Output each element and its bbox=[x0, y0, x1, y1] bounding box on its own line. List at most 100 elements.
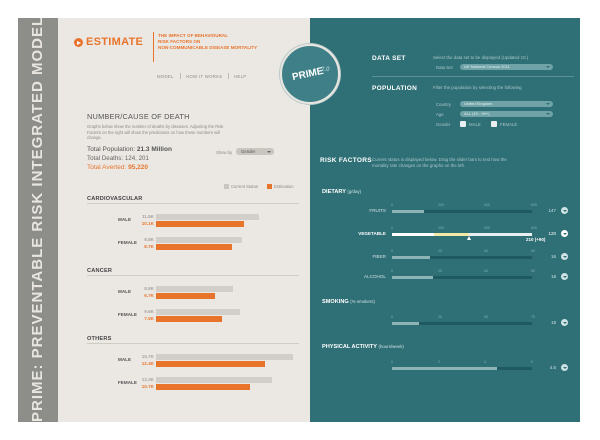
dietary-title: DIETARY (g/day) bbox=[322, 189, 361, 195]
chart-bar-current bbox=[156, 214, 259, 220]
activity-slider-fill bbox=[392, 367, 497, 370]
smoking-slider-tick-label: 75 bbox=[531, 315, 535, 319]
fiber-slider-tick-label: 0 bbox=[391, 249, 393, 253]
vegetable-slider-label: VEGETABLE bbox=[358, 231, 386, 236]
chart-row-label: MALE bbox=[118, 217, 132, 222]
fruits-slider-chevron-down-icon[interactable] bbox=[561, 207, 568, 214]
nav-help[interactable]: HELP bbox=[234, 74, 247, 79]
risk-factors-description: Current status is displayed below. Drag … bbox=[372, 157, 572, 168]
smoking-slider-chevron-down-icon[interactable] bbox=[561, 319, 568, 326]
show-by-label: Show by bbox=[216, 150, 233, 155]
alcohol-slider-fill bbox=[392, 276, 433, 279]
logo-version: 2.0 bbox=[321, 67, 330, 73]
alcohol-slider-value: 18 bbox=[550, 274, 556, 279]
tagline-line-3: NON-COMMUNICABLE DISEASE MORTALITY bbox=[158, 45, 258, 50]
chart-estimation-label: 10.1K bbox=[141, 221, 154, 226]
app-frame: PRIME: PREVENTABLE RISK INTEGRATED MODEL… bbox=[18, 18, 580, 422]
fiber-slider-tick-label: 20 bbox=[438, 249, 442, 253]
nav-divider bbox=[180, 73, 181, 79]
male-checkbox[interactable] bbox=[460, 121, 466, 127]
chart-row-label: FEMALE bbox=[118, 380, 137, 385]
total-deaths: Total Deaths: 124, 201 bbox=[87, 155, 149, 162]
chart-group-title: OTHERS bbox=[87, 336, 112, 342]
age-select[interactable]: ALL (15 - 99+) bbox=[460, 111, 553, 117]
brand-name[interactable]: ESTIMATE bbox=[86, 36, 144, 48]
total-population-label: Total Population: bbox=[87, 146, 136, 153]
alcohol-slider-label: ALCOHOL bbox=[364, 274, 386, 279]
brand-divider bbox=[153, 32, 154, 62]
activity-slider-tick-label: 6 bbox=[531, 360, 533, 364]
vegetable-slider-new-value: 210 (+90) bbox=[526, 237, 546, 242]
risk-description-line-2: mortality rate changes on the graphs on … bbox=[372, 162, 465, 168]
chart-bar-current bbox=[156, 309, 240, 315]
total-population: Total Population: 21.3 Million bbox=[87, 146, 172, 153]
legend-current: Current Status bbox=[231, 184, 258, 189]
population-description: Filter the population by selecting the f… bbox=[433, 85, 522, 90]
chart-bar-estimation bbox=[156, 361, 265, 367]
chart-bar-estimation bbox=[156, 293, 215, 299]
total-population-value: 21.3 Million bbox=[136, 146, 172, 153]
total-deaths-label: Total Deaths: bbox=[87, 155, 124, 162]
deaths-description-line-2: Factors on the right will show the predi… bbox=[87, 129, 220, 135]
chart-current-label: 9.8K bbox=[144, 237, 154, 242]
risk-factors-title: RISK FACTORS bbox=[320, 157, 372, 164]
fruits-slider-tick-label: 400 bbox=[484, 203, 490, 207]
female-label: FEMALE bbox=[500, 122, 518, 127]
fruits-slider-tick-label: 600 bbox=[531, 203, 537, 207]
show-by-select[interactable]: Gender bbox=[236, 148, 274, 155]
smoking-slider-value: 19 bbox=[550, 320, 556, 325]
chart-bar-current bbox=[156, 237, 242, 243]
activity-label: PHYSICAL ACTIVITY bbox=[322, 344, 377, 350]
country-select[interactable]: United Kingdom bbox=[460, 101, 553, 107]
nav-model[interactable]: MODEL bbox=[157, 74, 174, 79]
gender-label: Gender bbox=[436, 122, 451, 127]
legend-estimation-swatch bbox=[267, 184, 272, 189]
controls-panel: DATA SET Select the data set to be displ… bbox=[310, 18, 580, 422]
total-averted: Total Averted: 95,220 bbox=[87, 164, 148, 171]
total-averted-value: 95,220 bbox=[128, 164, 148, 171]
chart-bar-current bbox=[156, 286, 233, 292]
logo-word: PRIME bbox=[291, 65, 325, 84]
fruits-slider-fill bbox=[392, 210, 424, 213]
chart-current-label: 15.7K bbox=[141, 354, 154, 359]
dataset-select[interactable]: UK National Census 2011 bbox=[460, 64, 553, 70]
chart-row-label: FEMALE bbox=[118, 312, 137, 317]
fiber-slider-track[interactable] bbox=[392, 256, 532, 259]
activity-title: PHYSICAL ACTIVITY (hours/week) bbox=[322, 344, 404, 350]
fruits-slider-track[interactable] bbox=[392, 210, 532, 213]
alcohol-slider-chevron-down-icon[interactable] bbox=[561, 273, 568, 280]
chart-row-label: FEMALE bbox=[118, 240, 137, 245]
fiber-slider-tick-label: 40 bbox=[484, 249, 488, 253]
chart-bar-current bbox=[156, 354, 293, 360]
chart-row-label: MALE bbox=[118, 357, 132, 362]
vegetable-slider-chevron-down-icon[interactable] bbox=[561, 230, 568, 237]
age-label: Age bbox=[436, 112, 444, 117]
vegetable-slider-fill bbox=[392, 233, 434, 236]
chart-bar-estimation bbox=[156, 384, 250, 390]
female-checkbox[interactable] bbox=[491, 121, 497, 127]
country-label: Country bbox=[436, 102, 452, 107]
fiber-slider-chevron-down-icon[interactable] bbox=[561, 253, 568, 260]
chart-bar-estimation bbox=[156, 316, 222, 322]
chart-group-title: CARDIOVASCULAR bbox=[87, 196, 143, 202]
chart-current-label: 11.8K bbox=[141, 214, 154, 219]
deaths-description-line-3: change. bbox=[87, 135, 102, 140]
alcohol-slider-tick-label: 0 bbox=[391, 269, 393, 273]
fiber-slider-label: FIBER bbox=[372, 254, 386, 259]
arrow-right-icon bbox=[74, 38, 83, 47]
dietary-label: DIETARY bbox=[322, 189, 346, 195]
side-banner-title: PRIME: PREVENTABLE RISK INTEGRATED MODEL bbox=[29, 18, 46, 422]
male-label: MALE bbox=[469, 122, 481, 127]
chart-row-label: MALE bbox=[118, 289, 132, 294]
vegetable-slider-tick-label: 400 bbox=[484, 226, 490, 230]
smoking-slider-tick-label: 50 bbox=[484, 315, 488, 319]
vegetable-slider-handle[interactable] bbox=[467, 236, 471, 240]
nav-how-it-works[interactable]: HOW IT WORKS bbox=[186, 74, 223, 79]
alcohol-slider-track[interactable] bbox=[392, 276, 532, 279]
chart-current-label: 13.3K bbox=[141, 377, 154, 382]
chart-estimation-label: 12.4K bbox=[141, 361, 154, 366]
fiber-slider-value: 16 bbox=[550, 254, 556, 259]
alcohol-slider-tick-label: 20 bbox=[438, 269, 442, 273]
activity-slider-chevron-down-icon[interactable] bbox=[561, 364, 568, 371]
smoking-slider-track[interactable] bbox=[392, 322, 532, 325]
